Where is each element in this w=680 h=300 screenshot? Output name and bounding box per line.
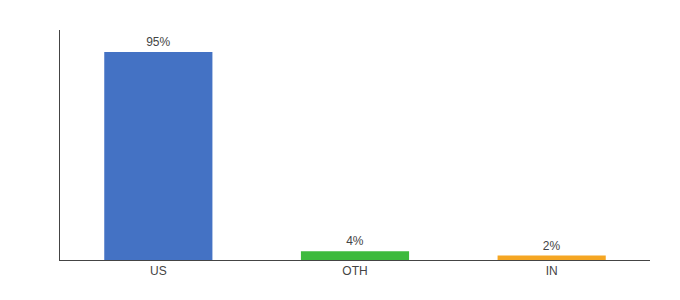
svg-text:IN: IN: [546, 264, 558, 278]
svg-text:95%: 95%: [146, 35, 170, 49]
svg-text:OTH: OTH: [342, 264, 367, 278]
svg-text:2%: 2%: [543, 239, 561, 253]
svg-text:US: US: [150, 264, 167, 278]
svg-text:4%: 4%: [346, 234, 364, 248]
